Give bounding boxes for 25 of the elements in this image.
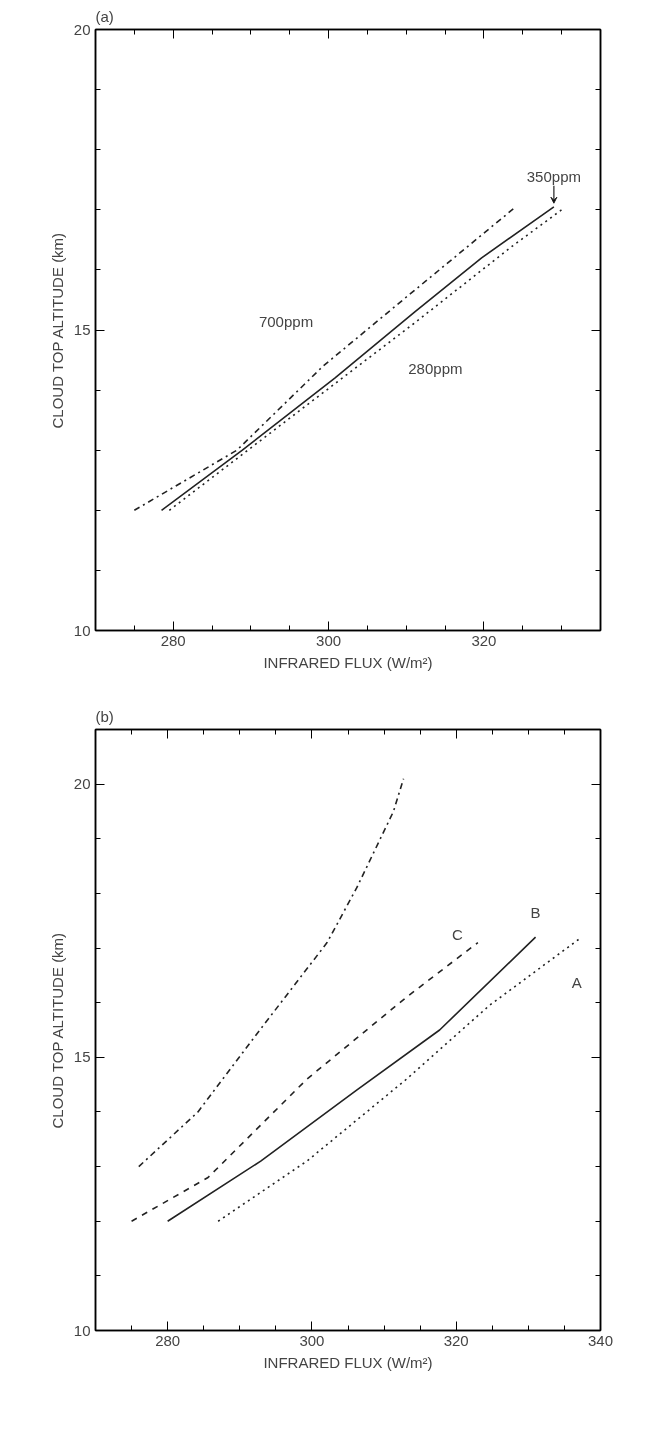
x-tick-label: 340 (587, 1331, 614, 1349)
series-label: A (571, 973, 582, 991)
x-tick-label: 320 (443, 1331, 469, 1349)
x-tick-label: 300 (299, 1331, 325, 1349)
x-axis-title: INFRARED FLUX (W/m²) (263, 1353, 433, 1371)
chart-title: (a) (95, 7, 114, 25)
y-tick-label: 10 (73, 621, 91, 639)
y-tick-label: 20 (73, 775, 91, 793)
y-axis-title: CLOUD TOP ALTITUDE (km) (48, 932, 66, 1129)
y-axis-title: CLOUD TOP ALTITUDE (km) (48, 232, 66, 429)
y-tick-label: 10 (73, 1321, 91, 1339)
series-label: 280ppm (408, 360, 463, 378)
series-label: C (452, 926, 464, 944)
text: 700ppm (258, 312, 314, 330)
text: 350ppm (526, 168, 581, 186)
y-tick-label: 20 (73, 20, 91, 38)
series-label: B (530, 903, 541, 921)
x-tick-label: 280 (155, 1331, 181, 1349)
y-tick-label: 15 (73, 321, 91, 338)
y-tick-label: 15 (73, 1048, 91, 1066)
x-tick-label: 320 (471, 631, 497, 649)
x-tick-label: 280 (160, 631, 186, 649)
chart-title: (b) (95, 707, 114, 725)
x-axis-title: INFRARED FLUX (W/m²) (263, 653, 433, 671)
x-tick-label: 300 (316, 631, 342, 649)
